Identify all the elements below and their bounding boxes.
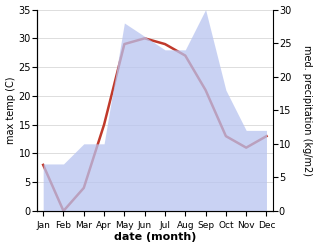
X-axis label: date (month): date (month)	[114, 232, 196, 243]
Y-axis label: med. precipitation (kg/m2): med. precipitation (kg/m2)	[302, 45, 313, 176]
Y-axis label: max temp (C): max temp (C)	[5, 76, 16, 144]
